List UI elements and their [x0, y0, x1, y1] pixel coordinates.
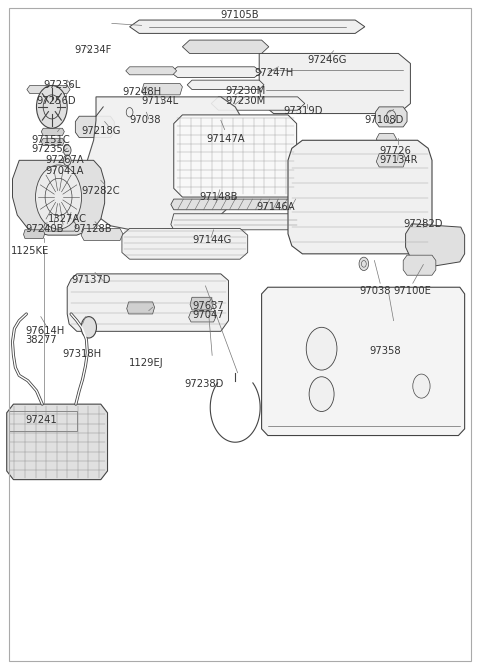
- Polygon shape: [44, 222, 76, 231]
- Text: 97100E: 97100E: [394, 286, 432, 296]
- Text: 97105B: 97105B: [221, 10, 259, 20]
- Text: 1129EJ: 1129EJ: [129, 358, 163, 368]
- Text: 97236L: 97236L: [43, 80, 81, 90]
- Text: 97267A: 97267A: [46, 155, 84, 165]
- Polygon shape: [376, 134, 396, 144]
- Polygon shape: [41, 138, 64, 146]
- Circle shape: [359, 257, 369, 271]
- Text: 97146A: 97146A: [257, 202, 295, 212]
- Polygon shape: [182, 40, 269, 53]
- Text: 97282D: 97282D: [403, 219, 443, 229]
- Polygon shape: [187, 80, 264, 90]
- Text: 97218G: 97218G: [82, 126, 121, 136]
- Polygon shape: [27, 86, 70, 94]
- Circle shape: [63, 155, 71, 166]
- Text: 97235C: 97235C: [31, 144, 70, 154]
- Text: 97038: 97038: [130, 115, 161, 125]
- Text: 97038: 97038: [359, 286, 391, 296]
- Text: 97137D: 97137D: [71, 275, 110, 285]
- Text: 97108D: 97108D: [365, 115, 404, 125]
- Polygon shape: [171, 214, 300, 230]
- Text: 97256D: 97256D: [36, 96, 76, 106]
- Text: 97282C: 97282C: [82, 186, 120, 196]
- Text: 97147A: 97147A: [206, 134, 245, 144]
- Text: 97319D: 97319D: [283, 106, 323, 116]
- Text: 97230M: 97230M: [226, 86, 266, 96]
- Circle shape: [306, 327, 337, 370]
- Polygon shape: [403, 255, 436, 275]
- Polygon shape: [142, 84, 182, 95]
- Polygon shape: [375, 107, 407, 127]
- Text: 97238D: 97238D: [185, 379, 224, 389]
- Polygon shape: [406, 224, 465, 267]
- Text: 97240B: 97240B: [25, 224, 63, 234]
- Bar: [9, 411, 77, 431]
- Polygon shape: [174, 115, 297, 197]
- Text: 97230M: 97230M: [226, 96, 266, 106]
- Polygon shape: [81, 228, 123, 240]
- Text: 97148B: 97148B: [199, 192, 238, 202]
- Circle shape: [63, 145, 71, 156]
- Text: 1125KE: 1125KE: [11, 246, 49, 256]
- Polygon shape: [190, 297, 213, 310]
- Text: 97151C: 97151C: [31, 135, 70, 145]
- Circle shape: [413, 374, 430, 398]
- Circle shape: [81, 317, 96, 338]
- Text: 97047: 97047: [192, 310, 224, 320]
- Polygon shape: [75, 116, 114, 138]
- Polygon shape: [189, 311, 216, 322]
- Polygon shape: [130, 20, 365, 33]
- Text: 97134L: 97134L: [142, 96, 179, 106]
- Polygon shape: [7, 404, 108, 480]
- Text: 1327AC: 1327AC: [48, 214, 87, 224]
- Text: 97637: 97637: [192, 301, 224, 311]
- Circle shape: [309, 377, 334, 411]
- Polygon shape: [376, 154, 406, 167]
- Text: 97247H: 97247H: [254, 68, 294, 78]
- Text: 97234F: 97234F: [74, 45, 112, 55]
- Circle shape: [36, 86, 67, 128]
- Text: 97144G: 97144G: [192, 235, 231, 245]
- Text: 97358: 97358: [370, 346, 401, 356]
- Text: 97041A: 97041A: [46, 166, 84, 176]
- Polygon shape: [126, 67, 177, 75]
- Text: 97134R: 97134R: [379, 155, 418, 165]
- Text: 97248H: 97248H: [122, 87, 162, 97]
- Polygon shape: [171, 199, 300, 210]
- Text: 38277: 38277: [25, 335, 57, 345]
- Polygon shape: [211, 97, 305, 110]
- Text: 97726: 97726: [379, 146, 411, 156]
- Polygon shape: [288, 140, 432, 254]
- Polygon shape: [24, 230, 45, 238]
- Text: 97241: 97241: [25, 415, 57, 426]
- Text: 97318H: 97318H: [62, 349, 102, 359]
- Polygon shape: [67, 274, 228, 331]
- Polygon shape: [259, 53, 410, 114]
- Polygon shape: [12, 160, 105, 235]
- Polygon shape: [122, 228, 248, 259]
- Text: 97128B: 97128B: [73, 224, 111, 234]
- Polygon shape: [127, 302, 155, 314]
- Polygon shape: [85, 97, 247, 230]
- Text: 97246G: 97246G: [307, 55, 347, 65]
- Circle shape: [36, 165, 82, 229]
- Polygon shape: [41, 128, 64, 136]
- Polygon shape: [170, 67, 262, 77]
- Polygon shape: [262, 287, 465, 436]
- Text: 97614H: 97614H: [25, 326, 64, 336]
